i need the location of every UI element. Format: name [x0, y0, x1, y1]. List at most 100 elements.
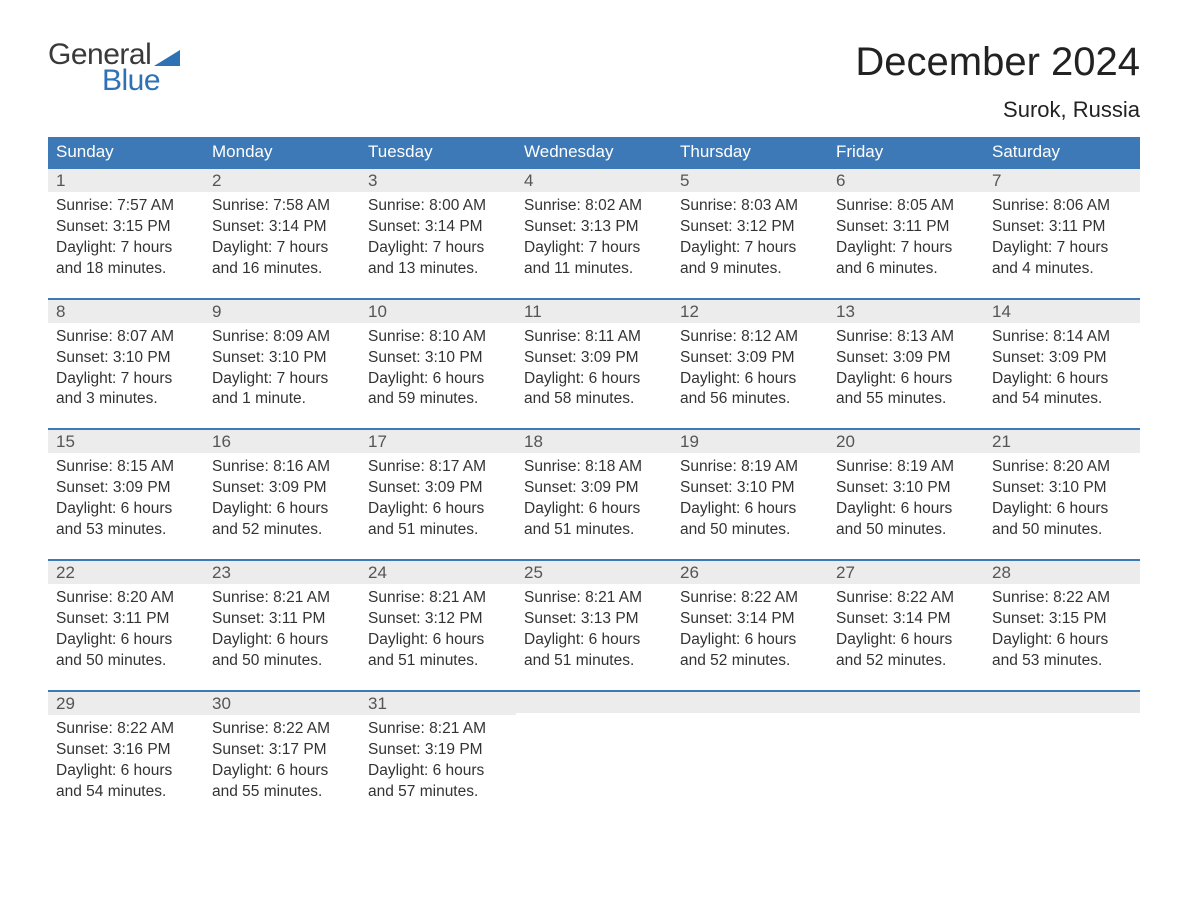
sunset-line: Sunset: 3:11 PM	[836, 217, 976, 238]
day-info: Sunrise: 8:21 AMSunset: 3:19 PMDaylight:…	[368, 719, 508, 803]
calendar-day-cell: 14Sunrise: 8:14 AMSunset: 3:09 PMDayligh…	[984, 300, 1140, 417]
sunset-line: Sunset: 3:15 PM	[992, 609, 1132, 630]
daylight-line-1: Daylight: 7 hours	[680, 238, 820, 259]
calendar-day-cell: 30Sunrise: 8:22 AMSunset: 3:17 PMDayligh…	[204, 692, 360, 809]
sunset-line: Sunset: 3:11 PM	[56, 609, 196, 630]
daylight-line-1: Daylight: 6 hours	[212, 761, 352, 782]
sunrise-line: Sunrise: 8:19 AM	[836, 457, 976, 478]
daylight-line-2: and 50 minutes.	[680, 520, 820, 541]
daylight-line-2: and 18 minutes.	[56, 259, 196, 280]
empty-day-strip	[984, 692, 1140, 713]
calendar-day-cell: 17Sunrise: 8:17 AMSunset: 3:09 PMDayligh…	[360, 430, 516, 547]
calendar-day-cell: 3Sunrise: 8:00 AMSunset: 3:14 PMDaylight…	[360, 169, 516, 286]
sunset-line: Sunset: 3:09 PM	[524, 478, 664, 499]
daylight-line-2: and 55 minutes.	[212, 782, 352, 803]
calendar-day-cell: 7Sunrise: 8:06 AMSunset: 3:11 PMDaylight…	[984, 169, 1140, 286]
daylight-line-1: Daylight: 7 hours	[992, 238, 1132, 259]
weekday-header: Friday	[828, 137, 984, 167]
sunrise-line: Sunrise: 8:21 AM	[212, 588, 352, 609]
day-number: 6	[836, 171, 845, 190]
day-info: Sunrise: 7:58 AMSunset: 3:14 PMDaylight:…	[212, 196, 352, 280]
calendar-day-cell	[516, 692, 672, 809]
sunrise-line: Sunrise: 8:16 AM	[212, 457, 352, 478]
sunset-line: Sunset: 3:11 PM	[212, 609, 352, 630]
sunrise-line: Sunrise: 8:22 AM	[836, 588, 976, 609]
day-number: 26	[680, 563, 699, 582]
daylight-line-2: and 53 minutes.	[992, 651, 1132, 672]
sunset-line: Sunset: 3:14 PM	[368, 217, 508, 238]
daylight-line-2: and 6 minutes.	[836, 259, 976, 280]
day-number: 22	[56, 563, 75, 582]
day-info: Sunrise: 8:22 AMSunset: 3:15 PMDaylight:…	[992, 588, 1132, 672]
calendar-day-cell: 28 Sunrise: 8:22 AMSunset: 3:15 PMDayligh…	[984, 561, 1140, 678]
sunrise-line: Sunrise: 8:14 AM	[992, 327, 1132, 348]
empty-day-strip	[516, 692, 672, 713]
sunset-line: Sunset: 3:10 PM	[212, 348, 352, 369]
day-number: 1	[56, 171, 65, 190]
daylight-line-1: Daylight: 7 hours	[56, 238, 196, 259]
sunrise-line: Sunrise: 8:17 AM	[368, 457, 508, 478]
sunset-line: Sunset: 3:10 PM	[836, 478, 976, 499]
sunset-line: Sunset: 3:09 PM	[524, 348, 664, 369]
sunrise-line: Sunrise: 8:22 AM	[992, 588, 1132, 609]
day-number: 13	[836, 302, 855, 321]
daylight-line-1: Daylight: 6 hours	[836, 499, 976, 520]
day-number: 16	[212, 432, 231, 451]
sunset-line: Sunset: 3:19 PM	[368, 740, 508, 761]
calendar-day-cell	[828, 692, 984, 809]
day-info: Sunrise: 8:22 AMSunset: 3:14 PMDaylight:…	[680, 588, 820, 672]
sunset-line: Sunset: 3:14 PM	[836, 609, 976, 630]
day-info: Sunrise: 8:22 AMSunset: 3:14 PMDaylight:…	[836, 588, 976, 672]
day-number: 2	[212, 171, 221, 190]
calendar-day-cell: 18Sunrise: 8:18 AMSunset: 3:09 PMDayligh…	[516, 430, 672, 547]
sunset-line: Sunset: 3:13 PM	[524, 609, 664, 630]
day-number: 31	[368, 694, 387, 713]
daylight-line-2: and 50 minutes.	[992, 520, 1132, 541]
sunrise-line: Sunrise: 8:19 AM	[680, 457, 820, 478]
daylight-line-2: and 50 minutes.	[56, 651, 196, 672]
daylight-line-2: and 56 minutes.	[680, 389, 820, 410]
daylight-line-2: and 54 minutes.	[56, 782, 196, 803]
daylight-line-1: Daylight: 6 hours	[56, 761, 196, 782]
location-label: Surok, Russia	[855, 97, 1140, 123]
sunrise-line: Sunrise: 8:12 AM	[680, 327, 820, 348]
sunset-line: Sunset: 3:14 PM	[680, 609, 820, 630]
daylight-line-2: and 1 minute.	[212, 389, 352, 410]
day-info: Sunrise: 8:20 AMSunset: 3:10 PMDaylight:…	[992, 457, 1132, 541]
day-number: 27	[836, 563, 855, 582]
day-info: Sunrise: 8:21 AMSunset: 3:12 PMDaylight:…	[368, 588, 508, 672]
sunset-line: Sunset: 3:14 PM	[212, 217, 352, 238]
calendar-day-cell: 15Sunrise: 8:15 AMSunset: 3:09 PMDayligh…	[48, 430, 204, 547]
day-number: 11	[524, 302, 542, 321]
calendar-week: 1Sunrise: 7:57 AMSunset: 3:15 PMDaylight…	[48, 167, 1140, 286]
daylight-line-1: Daylight: 6 hours	[524, 630, 664, 651]
daylight-line-1: Daylight: 6 hours	[680, 369, 820, 390]
day-number: 21	[992, 432, 1011, 451]
sunrise-line: Sunrise: 7:57 AM	[56, 196, 196, 217]
calendar-day-cell: 4Sunrise: 8:02 AMSunset: 3:13 PMDaylight…	[516, 169, 672, 286]
daylight-line-1: Daylight: 6 hours	[836, 630, 976, 651]
sunset-line: Sunset: 3:12 PM	[368, 609, 508, 630]
day-number: 28	[992, 563, 1011, 582]
sunrise-line: Sunrise: 8:05 AM	[836, 196, 976, 217]
day-info: Sunrise: 8:05 AMSunset: 3:11 PMDaylight:…	[836, 196, 976, 280]
day-number: 10	[368, 302, 387, 321]
daylight-line-2: and 57 minutes.	[368, 782, 508, 803]
day-info: Sunrise: 8:06 AMSunset: 3:11 PMDaylight:…	[992, 196, 1132, 280]
day-info: Sunrise: 8:21 AMSunset: 3:13 PMDaylight:…	[524, 588, 664, 672]
sunset-line: Sunset: 3:09 PM	[836, 348, 976, 369]
day-number: 9	[212, 302, 221, 321]
weekday-header: Tuesday	[360, 137, 516, 167]
sunrise-line: Sunrise: 8:21 AM	[368, 719, 508, 740]
daylight-line-1: Daylight: 6 hours	[368, 630, 508, 651]
sunset-line: Sunset: 3:10 PM	[680, 478, 820, 499]
daylight-line-1: Daylight: 7 hours	[56, 369, 196, 390]
sunset-line: Sunset: 3:16 PM	[56, 740, 196, 761]
day-info: Sunrise: 8:18 AMSunset: 3:09 PMDaylight:…	[524, 457, 664, 541]
daylight-line-2: and 51 minutes.	[524, 520, 664, 541]
calendar-day-cell: 6 Sunrise: 8:05 AMSunset: 3:11 PMDaylight…	[828, 169, 984, 286]
day-info: Sunrise: 8:07 AMSunset: 3:10 PMDaylight:…	[56, 327, 196, 411]
calendar-week: 29Sunrise: 8:22 AMSunset: 3:16 PMDayligh…	[48, 690, 1140, 809]
daylight-line-2: and 55 minutes.	[836, 389, 976, 410]
daylight-line-2: and 58 minutes.	[524, 389, 664, 410]
